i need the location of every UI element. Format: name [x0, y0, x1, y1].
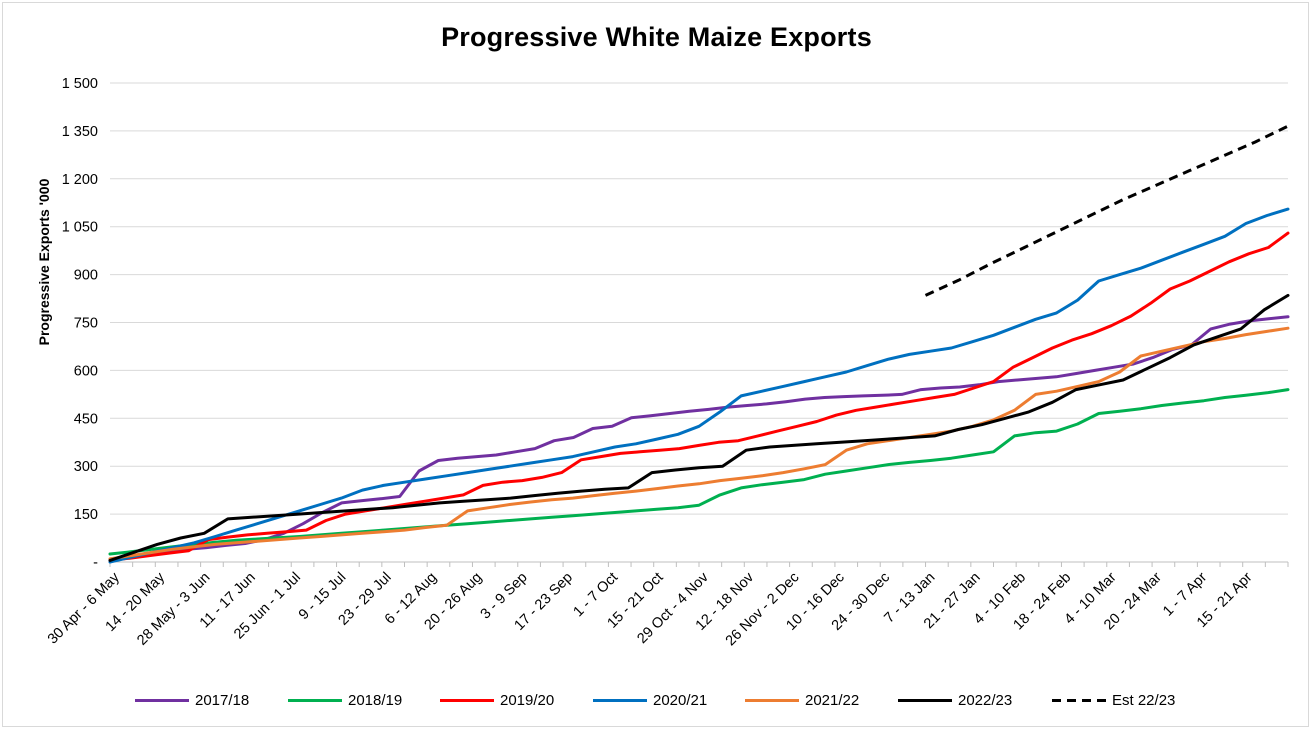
legend-item-1: 2018/19: [288, 688, 402, 712]
series-line-6: [924, 124, 1289, 297]
series-line-4: [108, 326, 1290, 561]
y-tick-label-7: 1 050: [62, 220, 98, 236]
y-tick-label-4: 600: [74, 363, 98, 379]
legend-swatch: [288, 698, 342, 702]
series-line-5: [108, 293, 1290, 562]
y-tick-label-5: 750: [74, 316, 98, 332]
y-tick-label-8: 1 200: [62, 172, 98, 188]
legend-item-4: 2021/22: [745, 688, 859, 712]
legend-item-3: 2020/21: [593, 688, 707, 712]
legend-swatch: [1052, 698, 1106, 702]
legend-swatch: [440, 698, 494, 702]
y-tick-label-2: 300: [74, 459, 98, 475]
legend-swatch: [135, 698, 189, 702]
y-tick-labels: - 150 300 450 600 750 900 1 050 1 200 1 350 1 500: [62, 76, 98, 571]
legend-label: 2020/21: [653, 691, 708, 709]
legend-swatch: [745, 698, 799, 702]
series-line-3: [108, 207, 1290, 564]
legend-label: Est 22/23: [1112, 691, 1176, 709]
legend-item-2: 2019/20: [440, 688, 554, 712]
legend-item-5: 2022/23: [898, 688, 1012, 712]
y-tick-label-10: 1 500: [62, 76, 98, 92]
legend-item-6: Est 22/23: [1052, 688, 1175, 712]
axes: [109, 561, 1289, 567]
legend-label: 2022/23: [958, 691, 1013, 709]
legend-item-0: 2017/18: [135, 688, 249, 712]
legend: 2017/18 2018/19 2019/20 2020/21 2021/22 2022/…: [0, 688, 1313, 712]
gridlines: [110, 82, 1288, 515]
series-lines: [108, 124, 1290, 564]
chart-title: Progressive White Maize Exports: [441, 22, 872, 52]
series-line-2: [108, 231, 1290, 562]
y-tick-label-3: 450: [74, 411, 98, 427]
legend-label: 2017/18: [195, 691, 250, 709]
x-tick-label-0: 30 Apr - 6 May: [45, 569, 124, 648]
y-tick-label-6: 900: [74, 268, 98, 284]
legend-label: 2018/19: [348, 691, 403, 709]
series-line-0: [108, 315, 1290, 562]
legend-swatch: [593, 698, 647, 702]
legend-swatch: [898, 698, 952, 702]
legend-label: 2021/22: [805, 691, 860, 709]
y-tick-label-9: 1 350: [62, 124, 98, 140]
y-tick-label-1: 150: [74, 507, 98, 523]
series-line-1: [108, 388, 1290, 556]
legend-label: 2019/20: [500, 691, 555, 709]
y-tick-label-0: -: [93, 555, 98, 571]
